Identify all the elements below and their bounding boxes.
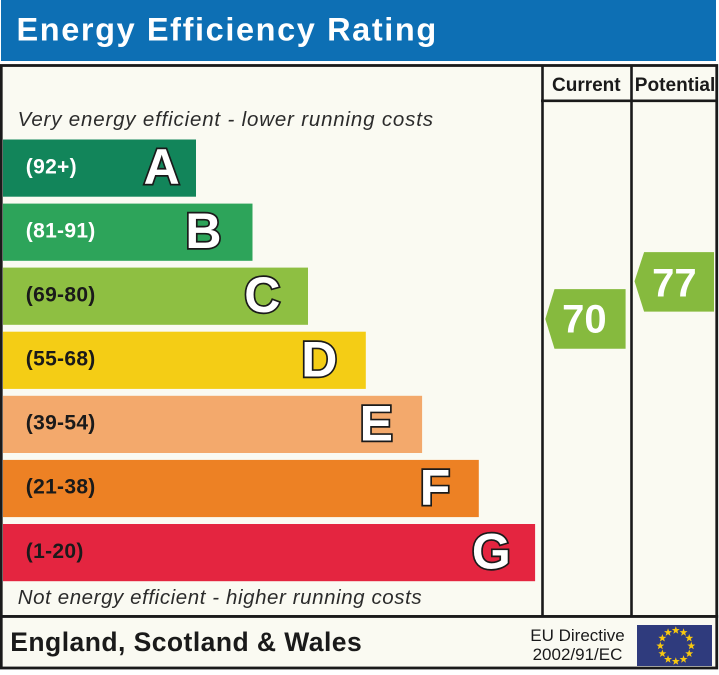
- svg-text:2002/91/EC: 2002/91/EC: [533, 645, 623, 664]
- svg-text:Very energy efficient - lower: Very energy efficient - lower running co…: [18, 108, 434, 131]
- svg-text:D: D: [301, 331, 337, 387]
- svg-text:C: C: [244, 267, 280, 323]
- svg-text:(81-91): (81-91): [26, 219, 96, 242]
- svg-text:A: A: [144, 139, 180, 195]
- svg-text:(55-68): (55-68): [26, 348, 96, 371]
- svg-text:(21-38): (21-38): [26, 476, 96, 499]
- svg-text:Potential: Potential: [635, 75, 716, 96]
- svg-text:(39-54): (39-54): [26, 412, 96, 435]
- svg-text:England, Scotland & Wales: England, Scotland & Wales: [10, 627, 362, 657]
- svg-text:(1-20): (1-20): [26, 540, 84, 563]
- svg-text:F: F: [420, 460, 451, 516]
- svg-text:70: 70: [562, 298, 607, 342]
- svg-text:Not energy efficient - higher: Not energy efficient - higher running co…: [18, 586, 422, 609]
- svg-text:G: G: [472, 524, 511, 580]
- svg-text:Energy Efficiency Rating: Energy Efficiency Rating: [17, 11, 438, 47]
- svg-text:(69-80): (69-80): [26, 283, 96, 306]
- svg-text:Current: Current: [552, 75, 621, 96]
- svg-text:EU Directive: EU Directive: [530, 626, 624, 645]
- svg-text:(92+): (92+): [26, 155, 77, 178]
- svg-text:B: B: [185, 203, 221, 259]
- svg-text:77: 77: [652, 262, 697, 306]
- svg-text:E: E: [360, 395, 393, 451]
